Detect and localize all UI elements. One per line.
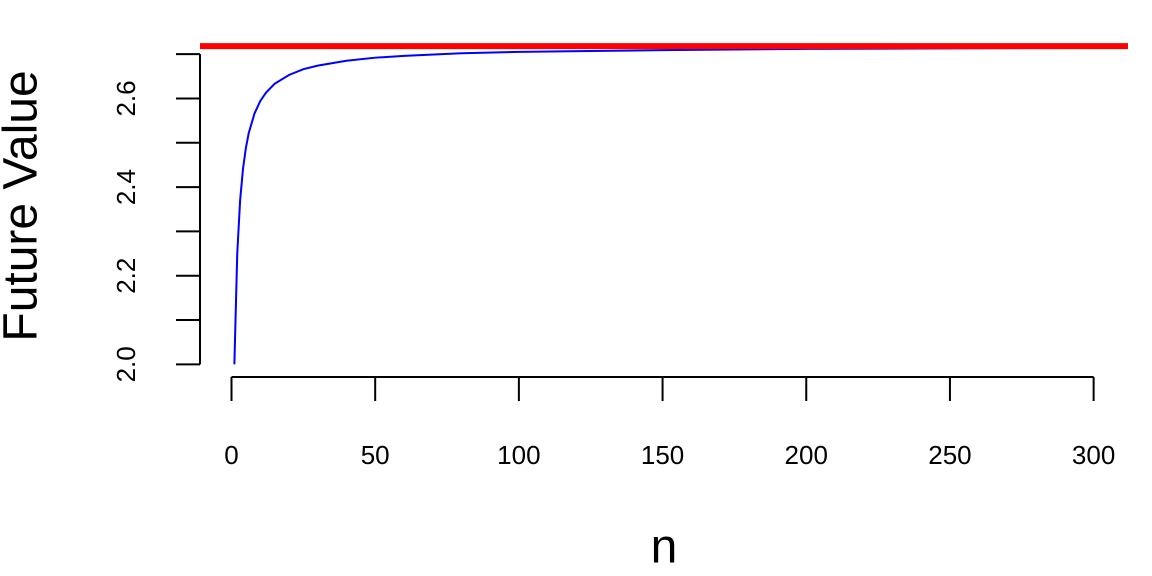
y-tick-label: 2.0 xyxy=(111,346,141,382)
x-tick-label: 50 xyxy=(361,440,390,470)
x-tick-label: 150 xyxy=(641,440,684,470)
y-tick-label: 2.6 xyxy=(111,80,141,116)
y-tick-label: 2.4 xyxy=(111,169,141,205)
x-tick-label: 100 xyxy=(497,440,540,470)
x-tick-label: 0 xyxy=(224,440,238,470)
x-tick-label: 250 xyxy=(928,440,971,470)
y-tick-label: 2.2 xyxy=(111,258,141,294)
x-axis-title: n xyxy=(651,521,678,574)
x-tick-label: 300 xyxy=(1072,440,1115,470)
y-axis-title: Future Value xyxy=(0,70,48,341)
x-tick-label: 200 xyxy=(785,440,828,470)
line-series xyxy=(233,46,1094,365)
